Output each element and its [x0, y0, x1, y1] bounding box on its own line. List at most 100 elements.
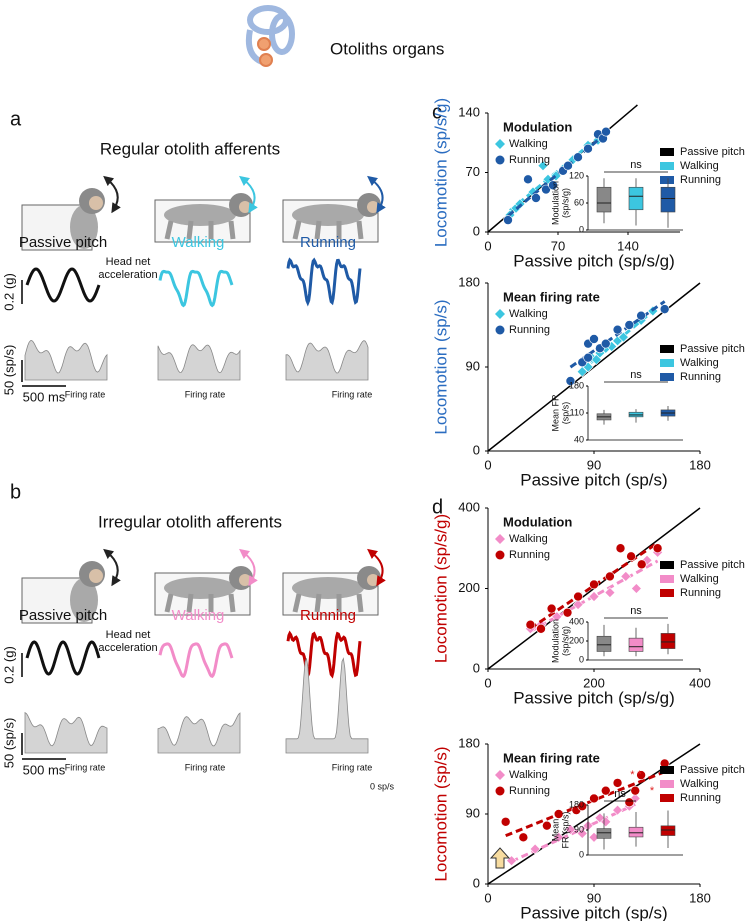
- legend-label: Walking: [680, 357, 719, 369]
- monkey-leg: [186, 220, 194, 240]
- header-title: Otoliths organs: [330, 39, 444, 58]
- condition-label: Passive pitch: [19, 234, 107, 251]
- monkey-leg: [356, 593, 364, 613]
- point: [572, 599, 584, 611]
- point: [541, 184, 551, 195]
- monkey-leg: [186, 593, 194, 613]
- acceleration-trace: [158, 642, 234, 679]
- legend-swatch: [660, 176, 674, 184]
- monkey-leg: [228, 593, 236, 613]
- monkey-face: [239, 201, 251, 213]
- condition-label: Walking: [172, 234, 225, 251]
- x-axis-label: Passive pitch (sp/s): [520, 903, 667, 921]
- legend-label: Running: [509, 549, 550, 561]
- monkey: [21, 175, 121, 251]
- legend-label: Walking: [509, 769, 548, 781]
- y-tick-label: 400: [458, 499, 480, 514]
- inset-y-tick-label: 180: [569, 380, 584, 390]
- point: [500, 816, 511, 827]
- accel-scale: 0.2 (g): [1, 273, 16, 311]
- legend-label: Walking: [680, 778, 719, 790]
- legend-swatch: [660, 162, 674, 170]
- point: [615, 543, 626, 554]
- motion-arrow: [239, 175, 258, 214]
- box: [660, 186, 676, 213]
- legend-label: Walking: [680, 573, 719, 585]
- firing-rate-label: Firing rate: [185, 389, 226, 399]
- point: [542, 820, 552, 831]
- motion-arrow: [103, 175, 121, 214]
- monkey-leg: [164, 220, 174, 240]
- legend-label: Running: [680, 174, 721, 186]
- x-tick-label: 0: [484, 890, 491, 905]
- point: [576, 366, 588, 378]
- point: [630, 785, 641, 796]
- point: [576, 828, 588, 839]
- point: [624, 797, 635, 808]
- inset-y-tick-label: 200: [569, 635, 584, 645]
- point: [589, 793, 599, 804]
- monkey-leg: [228, 220, 236, 240]
- point: [562, 607, 573, 618]
- monkey: [154, 548, 258, 616]
- panel-letter: c: [432, 101, 442, 123]
- acceleration-trace: [25, 267, 101, 303]
- fit-line: [505, 770, 666, 838]
- x-axis-label: Passive pitch (sp/s/g): [513, 688, 675, 707]
- monkey-body: [70, 578, 98, 622]
- inset-y-tick-label: 400: [569, 616, 584, 626]
- point: [518, 832, 529, 843]
- firing-rate-label: Firing rate: [185, 762, 226, 772]
- firing-rate-trace: [24, 340, 108, 381]
- point: [624, 320, 635, 330]
- time-scale: 500 ms: [23, 762, 66, 777]
- monkey-face: [89, 569, 103, 583]
- inset-y-tick-label: 120: [569, 170, 584, 180]
- panel-title: Regular otolith afferents: [100, 139, 280, 158]
- x-tick-label: 90: [587, 457, 601, 472]
- condition-label: Passive pitch: [19, 607, 107, 624]
- firing-rate-trace: [157, 344, 241, 381]
- point: [537, 160, 549, 172]
- legend-label: Walking: [509, 533, 548, 545]
- legend-label: Running: [509, 324, 550, 336]
- legend-label: Running: [680, 587, 721, 599]
- point: [626, 551, 636, 562]
- monkey-leg: [292, 220, 302, 240]
- zero-label: 0 sp/s: [370, 781, 395, 791]
- point: [529, 843, 541, 855]
- sig-label: ns: [614, 788, 626, 800]
- sig-star: * *: [630, 769, 642, 781]
- legend-label: Passive pitch: [680, 559, 745, 571]
- point: [553, 809, 564, 819]
- y-axis-label: Locomotion (sp/s): [431, 299, 450, 434]
- monkey-face: [239, 574, 251, 586]
- point: [589, 334, 599, 344]
- point: [604, 587, 616, 598]
- panel-title: Irregular otolith afferents: [98, 512, 282, 531]
- acceleration-trace: [286, 257, 362, 307]
- point: [659, 304, 670, 314]
- y-tick-label: 0: [473, 660, 480, 675]
- accel-label: acceleration: [98, 269, 157, 281]
- legend-label: Passive pitch: [680, 343, 745, 355]
- box: [596, 186, 612, 213]
- box: [628, 637, 644, 652]
- chart-title: Mean firing rate: [503, 289, 600, 304]
- point: [551, 611, 563, 623]
- fit-line: [529, 541, 659, 630]
- point: [573, 591, 583, 602]
- monkey-leg: [314, 593, 322, 613]
- legend-label: Walking: [680, 160, 719, 172]
- y-tick-label: 90: [466, 805, 480, 820]
- point: [563, 160, 573, 171]
- monkey-body: [292, 204, 364, 226]
- point: [553, 831, 565, 843]
- accel-scale: 0.2 (g): [1, 646, 16, 684]
- firing-rate-label: Firing rate: [332, 389, 373, 399]
- inset-y-label: FR (sp/s): [560, 811, 570, 848]
- legend-swatch: [660, 589, 674, 597]
- y-tick-label: 90: [466, 358, 480, 373]
- legend-marker: [495, 139, 505, 149]
